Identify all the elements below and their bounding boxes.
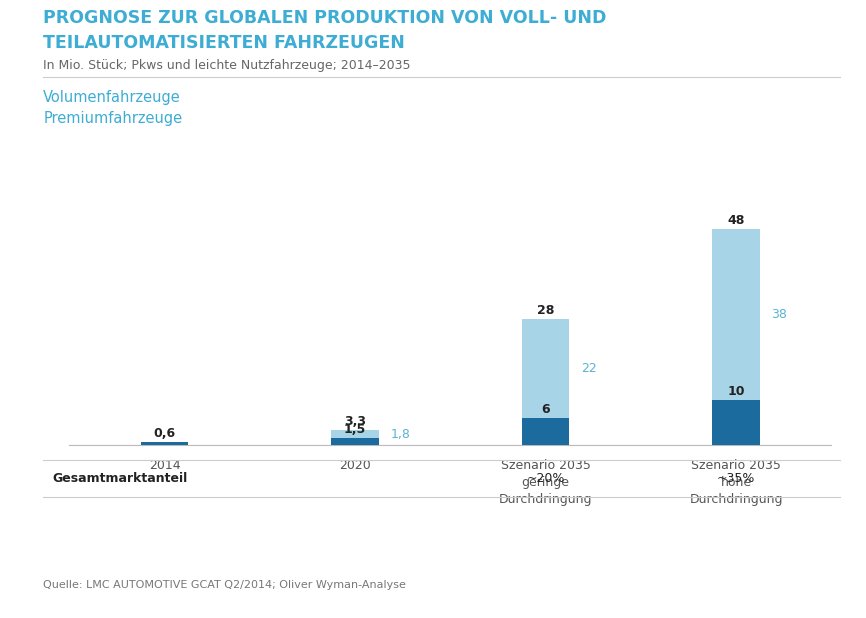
Text: Premiumfahrzeuge: Premiumfahrzeuge xyxy=(43,111,183,126)
Text: 28: 28 xyxy=(537,304,554,317)
Text: 48: 48 xyxy=(727,214,745,227)
Text: ~35%: ~35% xyxy=(717,472,755,486)
Text: ~20%: ~20% xyxy=(527,472,565,486)
Bar xyxy=(522,418,570,445)
Bar xyxy=(141,442,189,445)
Bar xyxy=(331,430,379,438)
Text: 1,8: 1,8 xyxy=(391,428,410,441)
Bar xyxy=(522,319,570,418)
Text: Gesamtmarktanteil: Gesamtmarktanteil xyxy=(52,472,187,486)
Bar xyxy=(331,438,379,445)
Bar xyxy=(713,229,760,400)
Text: 0,6: 0,6 xyxy=(153,428,176,441)
Text: 6: 6 xyxy=(541,403,550,416)
Text: 10: 10 xyxy=(727,385,745,398)
Text: 1,5: 1,5 xyxy=(344,423,366,436)
Bar xyxy=(713,400,760,445)
Text: 3,3: 3,3 xyxy=(344,415,366,428)
Text: 38: 38 xyxy=(772,308,787,321)
Text: In Mio. Stück; Pkws und leichte Nutzfahrzeuge; 2014–2035: In Mio. Stück; Pkws und leichte Nutzfahr… xyxy=(43,59,410,72)
Text: Quelle: LMC AUTOMOTIVE GCAT Q2/2014; Oliver Wyman-Analyse: Quelle: LMC AUTOMOTIVE GCAT Q2/2014; Oli… xyxy=(43,580,406,590)
Text: 22: 22 xyxy=(581,362,597,375)
Text: Volumenfahrzeuge: Volumenfahrzeuge xyxy=(43,90,181,104)
Text: PROGNOSE ZUR GLOBALEN PRODUKTION VON VOLL- UND: PROGNOSE ZUR GLOBALEN PRODUKTION VON VOL… xyxy=(43,9,607,27)
Text: TEILAUTOMATISIERTEN FAHRZEUGEN: TEILAUTOMATISIERTEN FAHRZEUGEN xyxy=(43,34,405,52)
